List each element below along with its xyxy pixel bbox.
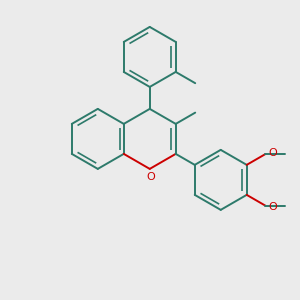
Text: O: O <box>146 172 155 182</box>
Text: O: O <box>269 148 278 158</box>
Text: O: O <box>269 202 278 212</box>
